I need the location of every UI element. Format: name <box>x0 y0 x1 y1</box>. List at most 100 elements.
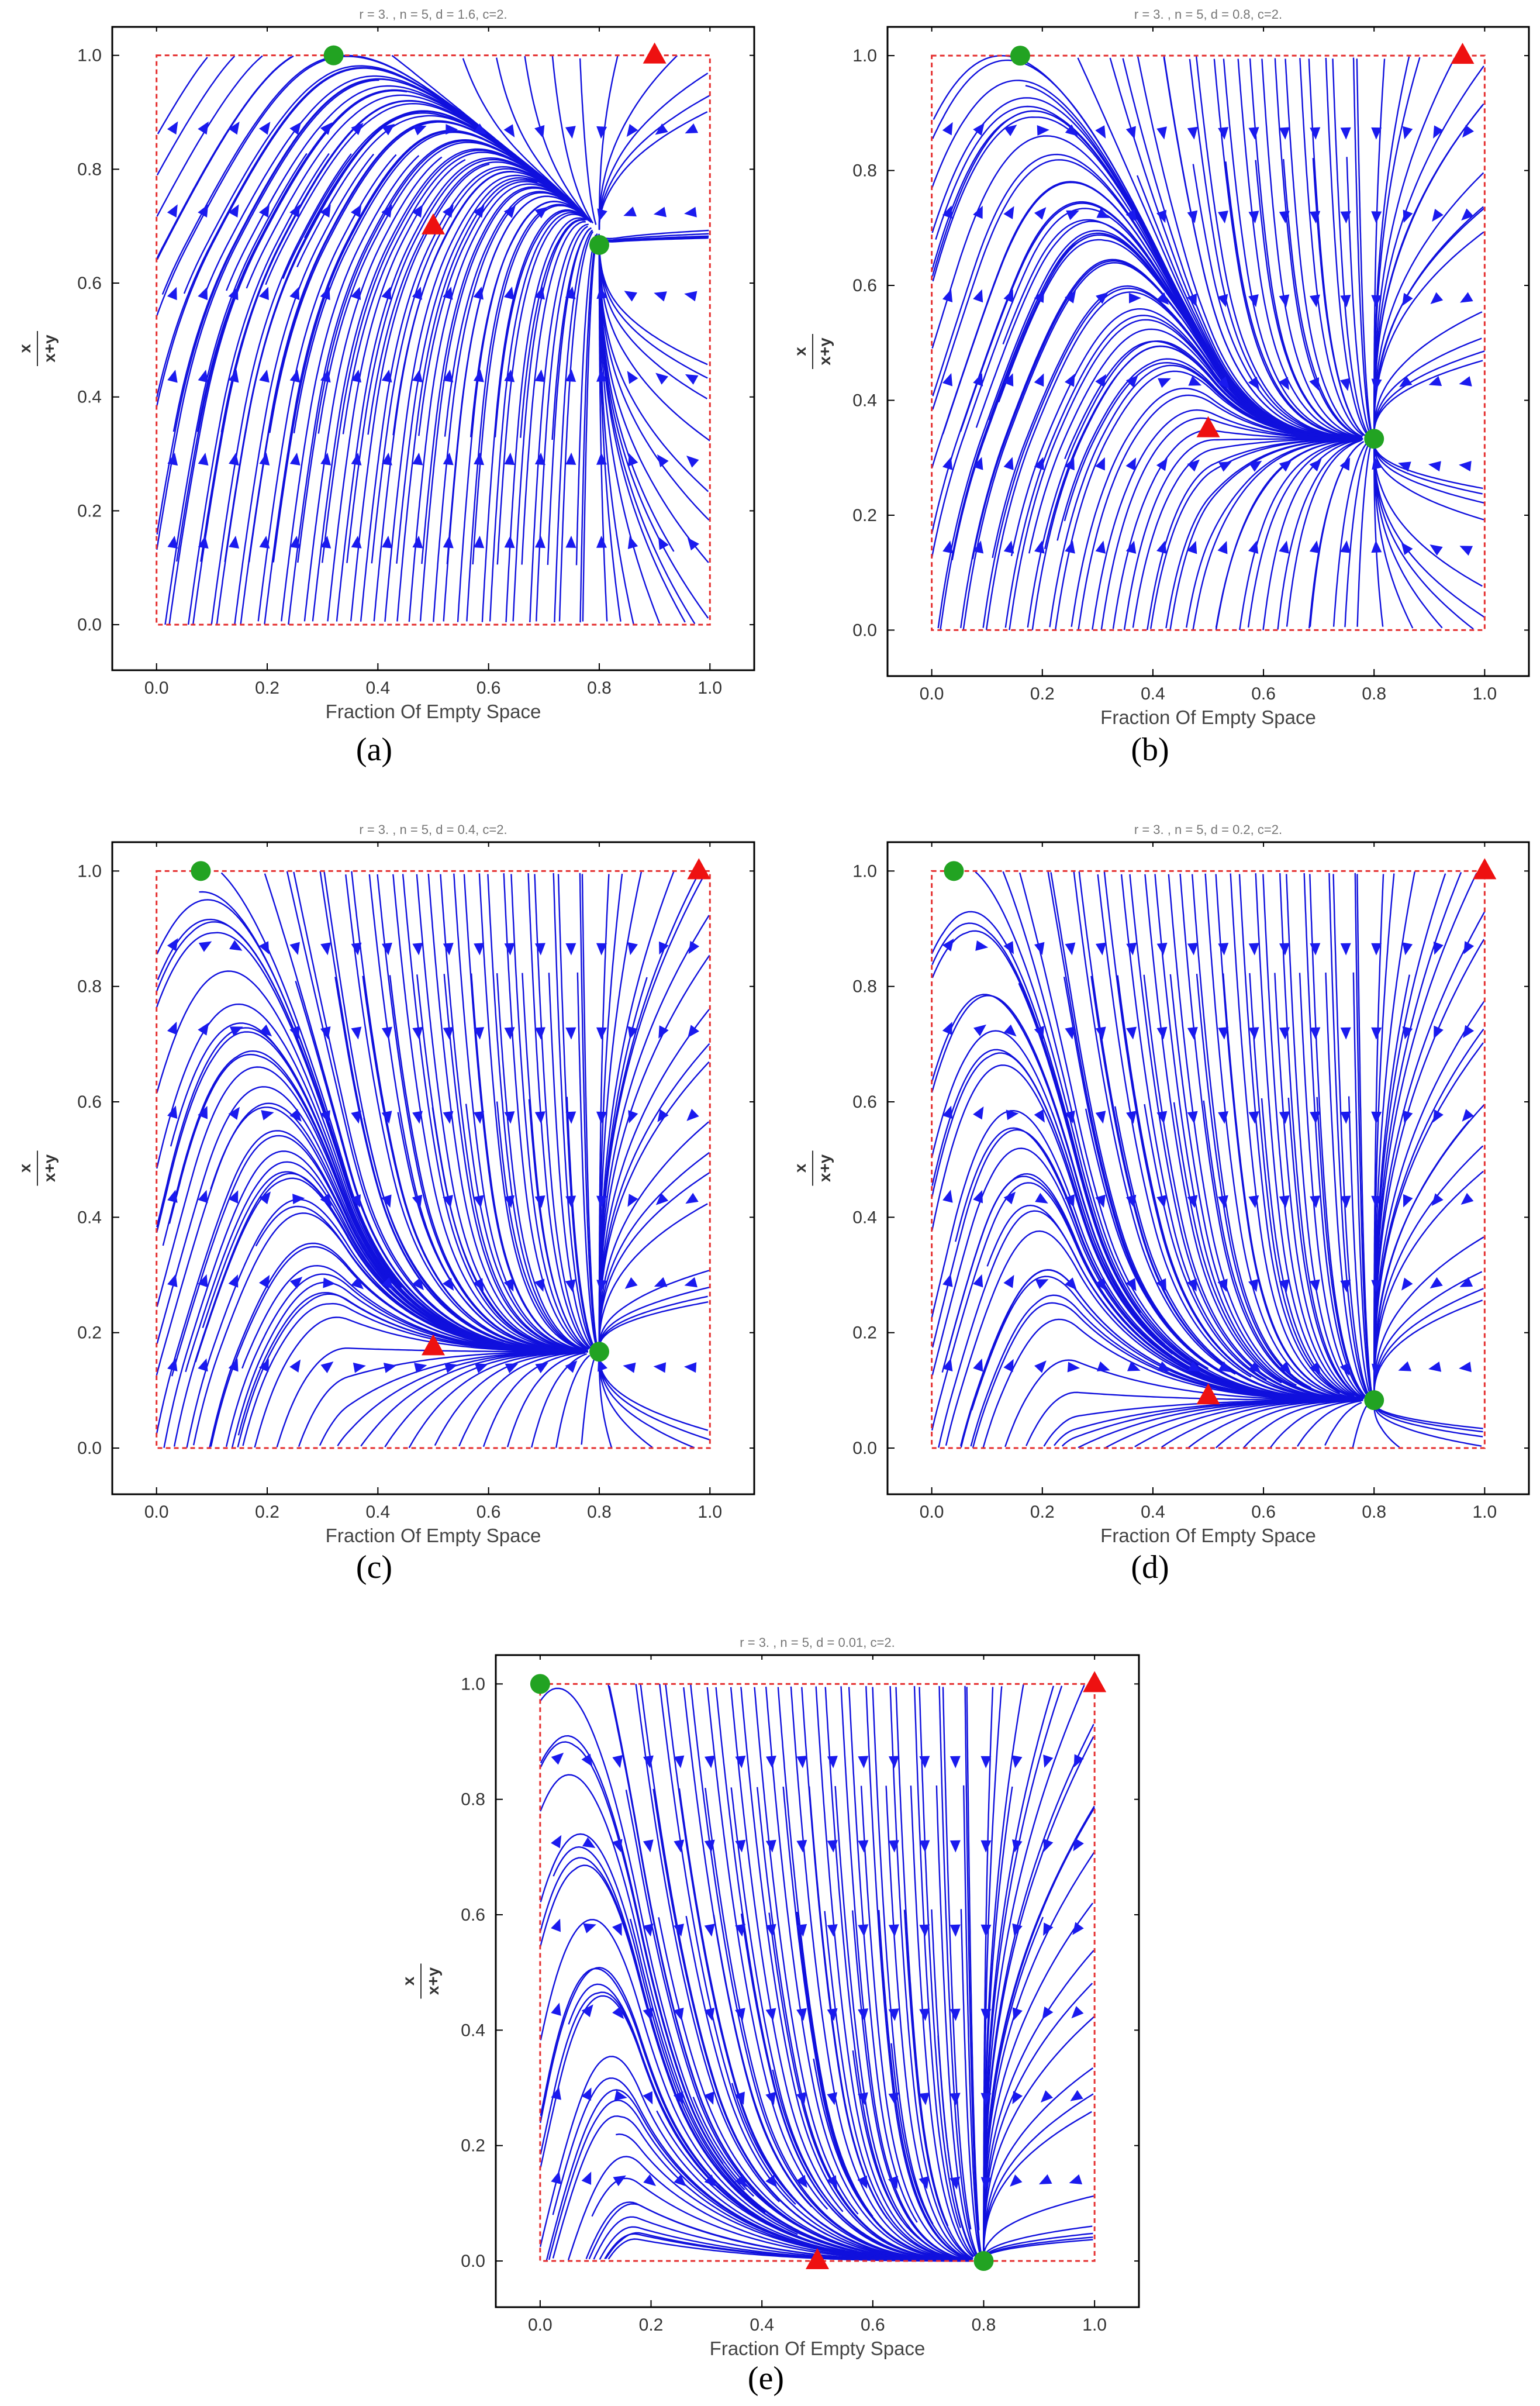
flow-arrow <box>1217 376 1230 389</box>
flow-arrow <box>973 205 983 219</box>
flow-arrow <box>1095 374 1107 387</box>
streamline <box>598 235 708 366</box>
flow-arrow <box>1398 1361 1412 1371</box>
flow-arrow <box>228 287 239 301</box>
flow-arrow <box>643 2007 653 2021</box>
x-tick-label: 0.0 <box>920 1502 944 1522</box>
streamline <box>327 1124 588 1353</box>
streamline <box>1332 874 1371 1398</box>
streamline <box>1249 973 1361 1400</box>
flow-arrow <box>942 457 953 470</box>
streamline <box>1325 973 1369 1398</box>
flow-arrow <box>443 287 453 300</box>
flow-arrow <box>1248 1361 1262 1373</box>
streamline <box>1373 1404 1482 1447</box>
flow-arrow <box>382 942 392 956</box>
streamline <box>824 1911 972 2262</box>
streamline <box>418 181 592 436</box>
flow-arrow <box>643 2091 653 2105</box>
flow-arrow <box>1249 460 1262 472</box>
flow-arrow <box>704 1755 715 1769</box>
flow-arrow <box>1309 1279 1320 1292</box>
flow-arrow <box>1248 377 1259 390</box>
streamline <box>1071 387 1361 627</box>
flow-arrow <box>919 2176 929 2190</box>
streamline <box>327 158 466 622</box>
streamline <box>685 1915 971 2262</box>
flow-arrow <box>382 123 395 136</box>
streamline <box>1356 874 1373 1397</box>
flow-arrow <box>596 1280 607 1292</box>
flow-arrow <box>443 943 454 956</box>
chart-title: r = 3. , n = 5, d = 0.2, c=2. <box>1134 822 1282 837</box>
flow-arrow <box>596 126 607 139</box>
flow-arrow <box>1340 295 1351 308</box>
flow-arrow <box>534 452 545 466</box>
flow-arrow <box>612 2006 624 2019</box>
flow-arrow <box>1034 457 1044 471</box>
y-tick-label: 0.2 <box>77 1323 102 1343</box>
flow-arrow <box>289 122 302 135</box>
streamline <box>1073 871 1236 1375</box>
flow-arrow <box>381 1277 394 1290</box>
flow-arrow <box>474 535 485 549</box>
flow-arrow <box>1069 2174 1083 2184</box>
streamline <box>931 1064 1173 1355</box>
streamline <box>1136 175 1363 440</box>
flow-arrow <box>258 204 270 218</box>
streamline <box>472 205 591 565</box>
flow-arrow <box>614 2090 627 2101</box>
streamline <box>598 235 709 243</box>
streamlines <box>156 870 710 1449</box>
flow-arrow <box>412 369 423 382</box>
flow-arrow <box>1034 207 1047 220</box>
streamline <box>579 58 597 225</box>
streamline <box>187 153 330 625</box>
flow-arrow <box>1371 1195 1382 1208</box>
flow-arrow <box>198 452 209 466</box>
streamline <box>342 151 591 435</box>
streamline <box>397 1112 588 1353</box>
flow-arrow <box>381 1026 392 1040</box>
flow-arrow <box>973 1274 983 1288</box>
flow-arrow <box>627 942 638 956</box>
y-tick-label: 0.6 <box>852 276 877 295</box>
y-tick-label: 0.8 <box>77 160 102 179</box>
streamline <box>852 1910 970 2261</box>
flow-arrow <box>612 1754 623 1769</box>
flow-arrow <box>444 1363 458 1373</box>
streamline <box>371 168 591 564</box>
flow-arrow <box>565 126 576 139</box>
flow-arrow <box>1187 1026 1198 1040</box>
streamline <box>598 229 709 240</box>
streamline <box>1262 874 1355 1397</box>
streamline <box>1373 1299 1483 1397</box>
streamline <box>1297 1400 1361 1447</box>
flow-arrow <box>320 535 332 549</box>
streamline <box>1286 440 1361 627</box>
streamline <box>551 227 592 440</box>
streamline <box>1285 58 1363 437</box>
flow-arrow <box>534 125 545 139</box>
streamline <box>521 221 586 565</box>
flow-arrow <box>228 1274 239 1288</box>
flow-arrow <box>1248 211 1259 224</box>
flow-arrow <box>1003 1359 1014 1373</box>
flow-arrow <box>1125 457 1137 471</box>
streamline <box>210 153 352 625</box>
streamline <box>992 285 1363 559</box>
flow-arrow <box>167 1190 178 1203</box>
y-tick-label: 0.0 <box>77 1439 102 1458</box>
stable-point <box>530 1674 550 1694</box>
flow-arrow <box>949 2176 961 2190</box>
streamline <box>1025 85 1361 440</box>
streamline <box>975 871 1199 1366</box>
flow-arrow <box>685 1192 699 1204</box>
streamline <box>982 2225 1093 2259</box>
flow-arrow <box>857 2092 868 2105</box>
flow-arrow <box>1096 208 1110 218</box>
flow-arrow <box>919 1756 930 1769</box>
flow-arrow <box>1432 209 1444 222</box>
flow-arrow <box>1218 127 1229 140</box>
streamline <box>919 1687 962 2228</box>
